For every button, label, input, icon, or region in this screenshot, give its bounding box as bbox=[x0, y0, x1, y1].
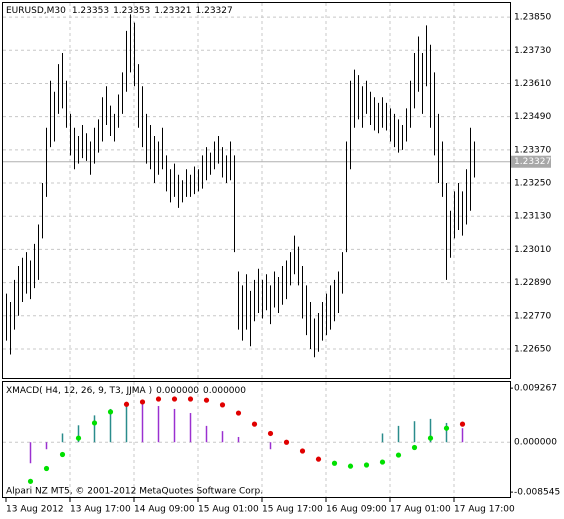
main-frame bbox=[2, 2, 511, 379]
y-tick-label: 1.23370 bbox=[514, 145, 551, 155]
y-tick-label: 1.23610 bbox=[514, 79, 551, 89]
high: 1.23353 bbox=[113, 6, 150, 16]
signal-dot bbox=[27, 478, 34, 484]
signal-dot bbox=[267, 430, 274, 437]
signal-dot bbox=[283, 439, 290, 445]
open: 1.23353 bbox=[72, 6, 109, 16]
indicator-value: 0.000000 bbox=[156, 386, 199, 396]
signal-dot bbox=[203, 397, 210, 403]
y-tick-label: 1.23250 bbox=[514, 179, 551, 189]
signal-dot bbox=[347, 463, 354, 469]
signal-dot bbox=[235, 410, 242, 416]
signal-dot bbox=[219, 402, 226, 408]
low: 1.23321 bbox=[154, 6, 191, 16]
signal-dot bbox=[187, 396, 194, 402]
indicator-value: 0.000000 bbox=[203, 386, 246, 396]
signal-dot bbox=[91, 420, 98, 426]
y-tick-label: 1.22770 bbox=[514, 311, 551, 321]
y-tick-label: 0.000000 bbox=[514, 438, 557, 448]
close: 1.23327 bbox=[196, 6, 233, 16]
signal-dot bbox=[155, 396, 162, 402]
signal-dot bbox=[299, 448, 306, 454]
copyright: Alpari NZ MT5, © 2001-2012 MetaQuotes So… bbox=[6, 487, 263, 497]
indicator-header: XMACD( H4, 12, 26, 9, T3, JJMA ) 0.000000… bbox=[6, 386, 246, 396]
x-tick-label: 17 Aug 17:00 bbox=[454, 505, 515, 515]
y-tick-label: 1.22890 bbox=[514, 278, 551, 288]
plot-layer: 1.22650 1.22770 1.22890 1.23010 1.23130 1.232… bbox=[3, 3, 560, 515]
signal-dot bbox=[411, 444, 418, 451]
price-label-bg bbox=[511, 155, 551, 168]
y-tick-label: 0.009267 bbox=[514, 384, 557, 394]
signal-dot bbox=[59, 451, 66, 458]
x-tick-label: 13 Aug 17:00 bbox=[70, 505, 131, 515]
signal-dot bbox=[251, 421, 258, 427]
x-tick-label: 14 Aug 09:00 bbox=[134, 505, 195, 515]
y-tick-label: 1.23850 bbox=[514, 13, 551, 23]
signal-dot bbox=[75, 435, 82, 441]
y-tick-label: 1.23010 bbox=[514, 245, 551, 255]
signal-dot bbox=[107, 409, 114, 415]
x-tick-label: 13 Aug 2012 bbox=[6, 505, 64, 515]
signal-dot bbox=[379, 459, 386, 465]
y-tick-label: 1.23130 bbox=[514, 212, 551, 222]
signal-dot bbox=[443, 425, 450, 431]
indicator-name: XMACD( H4, 12, 26, 9, T3, JJMA ) bbox=[6, 386, 152, 396]
x-tick-label: 15 Aug 17:00 bbox=[262, 505, 323, 515]
signal-dot bbox=[395, 452, 402, 458]
y-tick-label: -0.008545 bbox=[514, 488, 560, 498]
x-tick-label: 16 Aug 09:00 bbox=[326, 505, 387, 515]
signal-dot bbox=[331, 460, 338, 466]
signal-dot bbox=[123, 401, 130, 407]
signal-dot bbox=[139, 399, 146, 405]
x-tick-label: 15 Aug 01:00 bbox=[198, 505, 259, 515]
symbol: EURUSD,M30 bbox=[6, 6, 66, 16]
signal-dot bbox=[171, 396, 178, 402]
indicator-frame bbox=[2, 381, 511, 498]
signal-dot bbox=[459, 421, 466, 427]
y-tick-label: 1.22650 bbox=[514, 344, 551, 354]
signal-dot bbox=[315, 456, 322, 462]
signal-dot bbox=[43, 465, 50, 472]
signal-dot bbox=[427, 435, 434, 441]
y-tick-label: 1.23490 bbox=[514, 112, 551, 122]
header: EURUSD,M30 1.23353 1.23353 1.23321 1.23327 bbox=[6, 6, 233, 16]
price-label: 1.23327 bbox=[514, 157, 551, 167]
y-tick-label: 1.23730 bbox=[514, 46, 551, 56]
x-tick-label: 17 Aug 01:00 bbox=[390, 505, 451, 515]
signal-dot bbox=[363, 462, 370, 468]
